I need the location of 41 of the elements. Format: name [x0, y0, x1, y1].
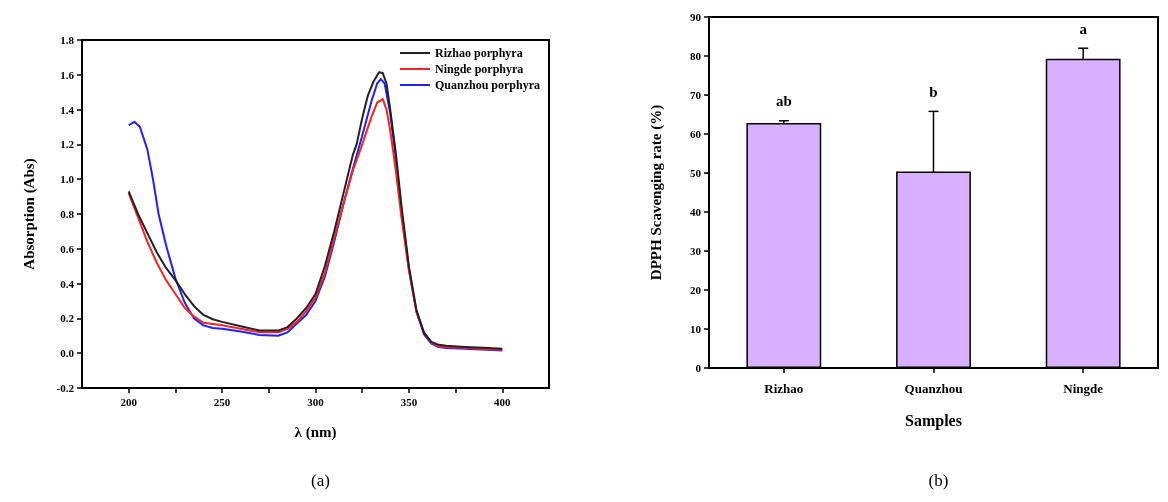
x-tick-label: 200 [120, 395, 138, 408]
x-tick-label: Ningde [1063, 381, 1104, 396]
y-tick-label: 0.0 [60, 347, 75, 360]
x-axis-title: Samples [905, 411, 962, 430]
y-tick-label: 1.4 [60, 103, 75, 116]
y-tick-label: 1.6 [60, 68, 75, 81]
x-tick-label: 400 [494, 395, 512, 408]
x-axis-title: λ (nm) [294, 423, 337, 441]
y-tick-label: 20 [690, 284, 702, 296]
legend-label: Rizhao porphyra [434, 46, 523, 60]
annotation: ab [775, 93, 792, 110]
y-tick-label: -0.2 [56, 382, 75, 394]
y-tick-label: 1.0 [60, 173, 75, 186]
y-tick-label: 0 [695, 362, 702, 374]
y-tick-label: 40 [690, 206, 702, 218]
y-tick-label: 10 [690, 323, 702, 335]
y-tick-label: 0.8 [60, 208, 75, 220]
x-tick-label: Rizhao [764, 381, 804, 396]
y-tick-label: 1.2 [60, 138, 75, 151]
annotation: a [1079, 20, 1088, 37]
y-tick-label: 30 [690, 245, 702, 257]
y-tick-label: 0.4 [60, 277, 75, 290]
y-tick-label: 0.2 [60, 312, 75, 325]
text: (a) [311, 471, 330, 490]
y-tick-label: 70 [690, 89, 702, 101]
y-tick-label: 1.8 [60, 34, 75, 46]
legend-label: Ningde porphyra [434, 62, 524, 76]
y-axis-title: Absorption (Abs) [20, 158, 38, 270]
annotation: b [929, 83, 938, 100]
y-tick-label: 80 [690, 50, 702, 62]
text: (b) [928, 471, 949, 490]
x-tick-label: 250 [213, 395, 231, 408]
x-tick-label: 300 [307, 395, 325, 408]
y-tick-label: 0.6 [60, 242, 75, 255]
y-tick-label: 90 [690, 11, 702, 23]
y-axis-title: DPPH Scavenging rate (%) [647, 104, 665, 281]
y-tick-label: 50 [690, 167, 702, 179]
y-tick-label: 60 [690, 128, 702, 140]
legend-label: Quanzhou porphyra [434, 78, 540, 92]
x-tick-label: Quanzhou [904, 381, 963, 396]
x-tick-label: 350 [400, 395, 418, 408]
